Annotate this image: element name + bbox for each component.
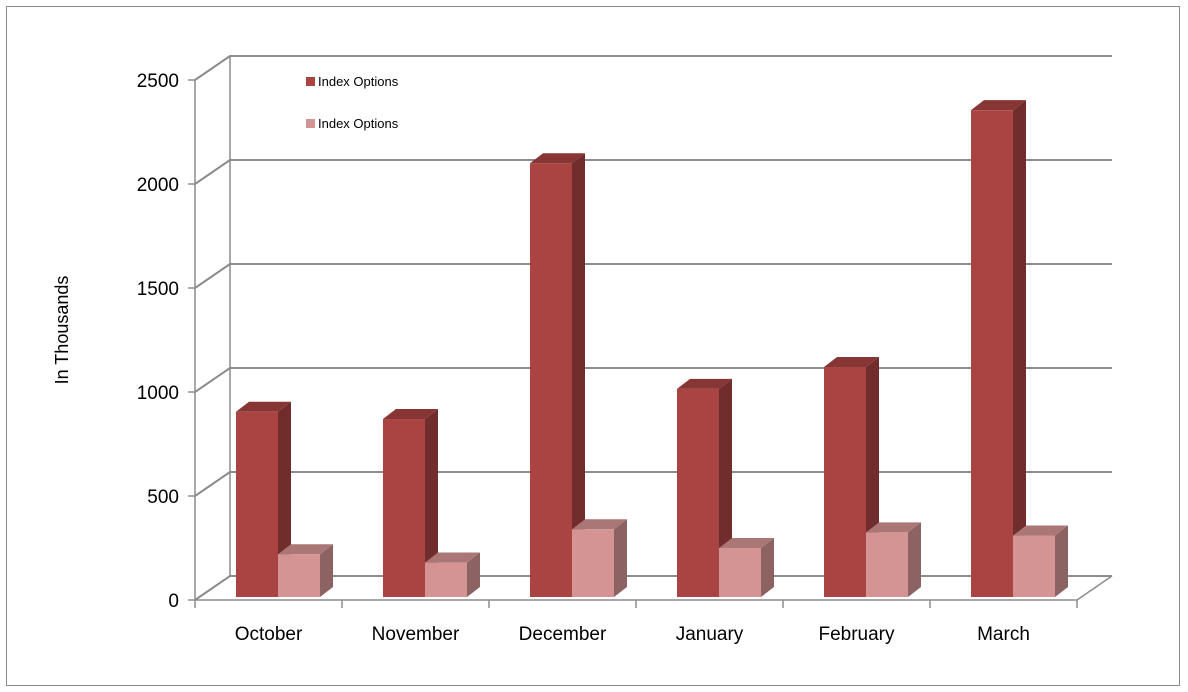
bar-front-face xyxy=(236,411,278,597)
bar-top-face xyxy=(677,378,732,389)
bar-series-1-october xyxy=(236,401,291,597)
axes xyxy=(188,56,1113,608)
bar-front-face xyxy=(530,163,572,597)
bar-side-face xyxy=(467,552,480,597)
bar-series-1-march xyxy=(971,100,1026,597)
legend-swatch-series-1 xyxy=(306,77,315,86)
bar-series-2-november xyxy=(425,552,480,597)
bar-side-face xyxy=(572,153,585,597)
legend-swatch-series-2 xyxy=(306,119,315,128)
bar-series-2-march xyxy=(1013,525,1068,597)
y-tick-label: 0 xyxy=(168,591,179,612)
y-axis-title: In Thousands xyxy=(52,276,72,385)
bar-top-face xyxy=(530,153,585,164)
bar-series-2-december xyxy=(572,519,627,597)
bar-top-face xyxy=(1013,525,1068,536)
bar-series-2-january xyxy=(719,538,774,597)
legend-label-series-2: Index Options xyxy=(318,116,399,131)
legend-label-series-1: Index Options xyxy=(318,74,399,89)
bar-front-face xyxy=(425,562,467,597)
bar-front-face xyxy=(971,110,1013,597)
bar-front-face xyxy=(719,548,761,597)
bar-series-1-november xyxy=(383,409,438,597)
x-tick-label: December xyxy=(519,624,607,645)
x-tick-label: March xyxy=(977,624,1030,645)
bar-series-1-january xyxy=(677,378,732,597)
bar-side-face xyxy=(908,522,921,597)
bar-top-face xyxy=(824,357,879,368)
bar-front-face xyxy=(824,367,866,597)
bar-side-face xyxy=(614,519,627,597)
bar-series-2-february xyxy=(866,522,921,597)
bar-side-face xyxy=(425,409,438,597)
y-tick-label: 2500 xyxy=(137,71,179,92)
bar-top-face xyxy=(866,522,921,533)
bar-side-face xyxy=(320,544,333,597)
bar-top-face xyxy=(278,544,333,555)
x-tick-label: November xyxy=(372,624,460,645)
bar-top-face xyxy=(719,538,774,548)
bar-side-face xyxy=(1055,525,1068,597)
x-tick-label: October xyxy=(235,624,303,645)
bar-front-face xyxy=(572,529,614,597)
y-tick-label: 500 xyxy=(147,487,179,508)
bar-top-face xyxy=(236,401,291,412)
bar-series-2-october xyxy=(278,544,333,597)
bar-series-1-december xyxy=(530,153,585,597)
bar-top-face xyxy=(572,519,627,530)
bar-side-face xyxy=(1013,100,1026,597)
bar-front-face xyxy=(383,419,425,597)
bar-front-face xyxy=(866,532,908,597)
tick-labels: 0 500 1000 1500 2000 2500 October November Decem… xyxy=(137,71,1030,645)
legend: Index Options Index Options xyxy=(306,74,399,131)
x-tick-label: January xyxy=(676,624,744,645)
bar-front-face xyxy=(278,554,320,597)
y-tick-label: 2000 xyxy=(137,175,179,196)
bar-front-face xyxy=(677,388,719,597)
y-tick-label: 1000 xyxy=(137,383,179,404)
x-tick-label: February xyxy=(818,624,895,645)
bars xyxy=(236,100,1068,597)
bar-front-face xyxy=(1013,535,1055,597)
bar-top-face xyxy=(971,100,1026,111)
bar-top-face xyxy=(425,552,480,563)
bar-top-face xyxy=(383,409,438,420)
y-tick-label: 1500 xyxy=(137,279,179,300)
bar-side-face xyxy=(761,538,774,597)
